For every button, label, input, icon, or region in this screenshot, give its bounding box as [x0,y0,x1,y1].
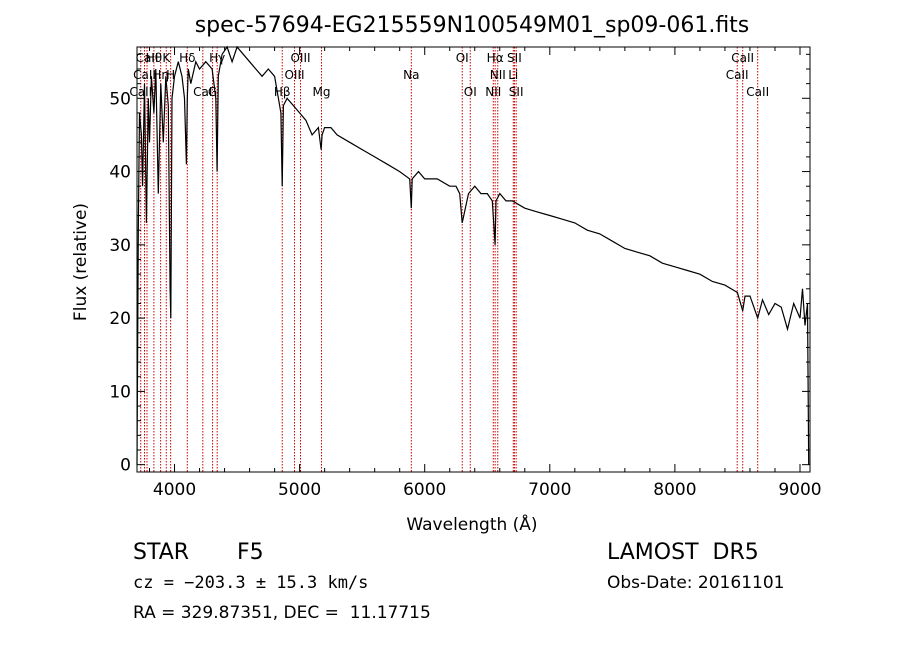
line-label: Hα [487,51,504,65]
x-tick-label: 6000 [403,480,446,500]
line-label: CaII [136,51,159,65]
observation-date: Obs-Date: 20161101 [607,573,785,593]
x-tick-label: 9000 [778,480,821,500]
redshift-velocity: cz = −203.3 ± 15.3 km/s [133,573,369,593]
x-tick-label: 7000 [528,480,571,500]
line-label: H [166,68,175,82]
line-label: OI [456,51,469,65]
y-tick-label: 40 [109,163,131,183]
line-label: CaI [193,85,212,99]
chart-title: spec-57694-EG215559N100549M01_sp09-061.f… [195,13,750,38]
y-tick-label: 0 [120,456,131,476]
line-label: SII [507,51,522,65]
y-axis: 0 10 20 30 40 50 [109,53,810,476]
line-label: Na [403,68,419,82]
y-tick-label: 50 [109,89,131,109]
line-label: CaII [133,68,156,82]
line-label: CaII [726,68,749,82]
line-markers [140,47,759,472]
line-label: Li [508,68,518,82]
line-label: OI [464,85,477,99]
line-label: NII [490,68,506,82]
survey-name: LAMOST DR5 [607,540,759,565]
x-tick-label: 4000 [153,480,196,500]
coordinates: RA = 329.87351, DEC = 11.17715 [133,603,431,623]
line-label: G [208,85,217,99]
x-tick-label: 5000 [278,480,321,500]
line-label: CaII [731,51,754,65]
line-label: Hθ [146,51,162,65]
line-label: Hδ [179,51,195,65]
line-label: OIII [284,68,304,82]
line-label: CaII [746,85,769,99]
line-label: OIII [290,51,310,65]
x-tick-label: 8000 [653,480,696,500]
y-axis-label: Flux (relative) [71,203,91,321]
line-label: NII [485,85,501,99]
line-label: CaII [129,85,152,99]
line-labels: CaIICaIICaIIHθHηKHHδCaIGHγHβOIIIOIIIMgNa… [129,51,769,99]
line-label: K [162,51,171,65]
line-label: SII [509,85,524,99]
spectrum-line [136,45,810,465]
object-class: STAR [133,540,190,565]
x-axis-label: Wavelength (Å) [406,513,537,535]
line-label: Mg [313,85,331,99]
y-tick-label: 30 [109,236,131,256]
y-tick-label: 20 [109,309,131,329]
y-tick-label: 10 [109,382,131,402]
x-axis: 4000 5000 6000 7000 8000 9000 [149,47,822,500]
object-subclass: F5 [237,540,264,565]
plot-frame [136,46,811,473]
